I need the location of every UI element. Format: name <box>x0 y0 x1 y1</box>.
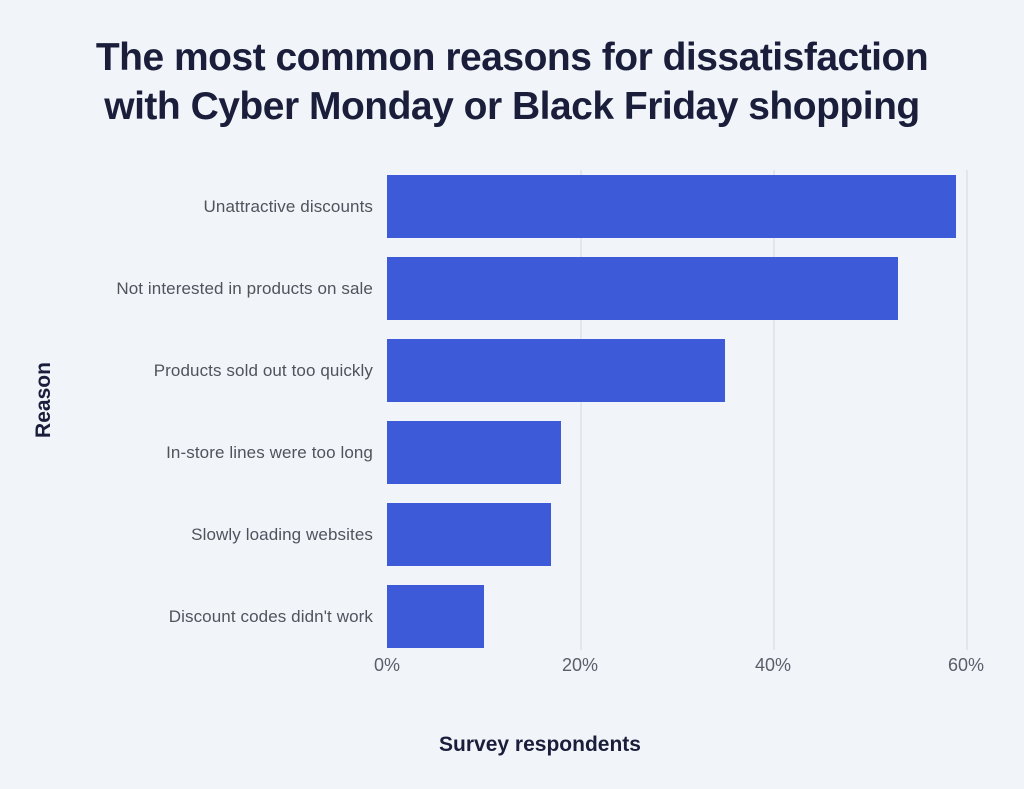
category-label: Discount codes didn't work <box>168 606 373 626</box>
gridline <box>966 170 968 650</box>
plot-area <box>387 170 1009 650</box>
category-label: Slowly loading websites <box>191 524 373 544</box>
category-label: In-store lines were too long <box>166 442 373 462</box>
bar <box>387 585 484 648</box>
x-tick-label: 60% <box>947 655 985 675</box>
chart-title: The most common reasons for dissatisfact… <box>0 33 1024 131</box>
x-tick-label: 0% <box>373 655 400 675</box>
x-tick-label: 20% <box>561 655 599 675</box>
bar <box>387 503 551 566</box>
category-label: Products sold out too quickly <box>153 360 373 380</box>
bar <box>387 175 956 238</box>
category-labels: Unattractive discounts Not interested in … <box>0 170 373 650</box>
gridline <box>580 170 582 650</box>
gridline <box>773 170 775 650</box>
x-axis-ticks: 0% 20% 40% 60% <box>0 655 1024 679</box>
x-axis-title: Survey respondents <box>439 733 641 756</box>
bar <box>387 257 898 320</box>
chart-title-line1: The most common reasons for dissatisfact… <box>95 36 929 79</box>
category-label: Unattractive discounts <box>203 196 373 216</box>
chart-title-line2: with Cyber Monday or Black Friday shoppi… <box>104 85 920 128</box>
x-tick-label: 40% <box>754 655 792 675</box>
bar <box>387 339 725 402</box>
bar <box>387 421 561 484</box>
category-label: Not interested in products on sale <box>116 278 373 298</box>
